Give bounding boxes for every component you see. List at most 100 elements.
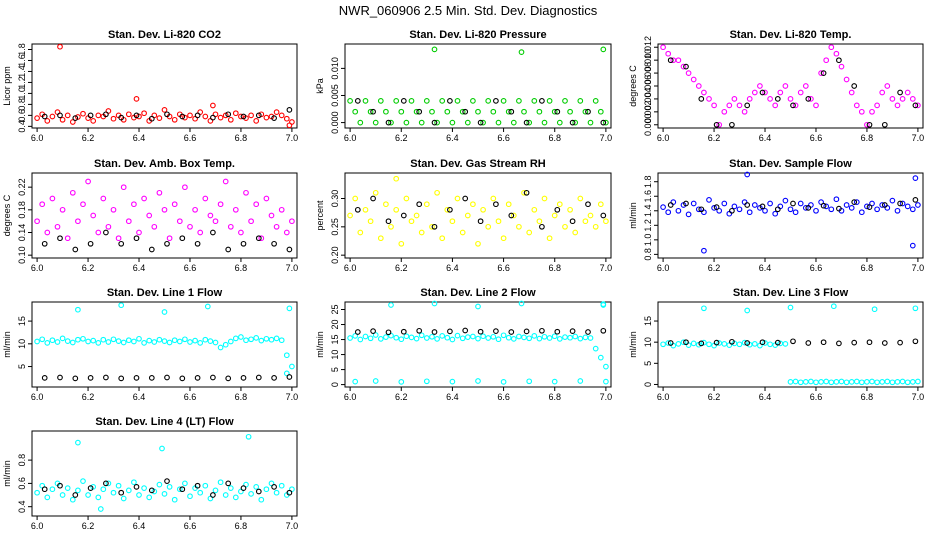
data-point [716,207,723,214]
data-point [701,339,707,346]
data-point [352,195,359,202]
data-point [744,171,751,178]
data-point [97,506,104,512]
data-point [444,108,451,115]
data-point [222,492,229,498]
data-point [805,340,812,346]
data-point [851,339,858,346]
data-point [90,118,97,124]
data-point [377,98,384,104]
data-point [592,223,599,230]
data-point [782,197,789,204]
data-point [176,338,183,345]
x-tick-label: 6.2 [395,263,408,273]
data-point [485,98,492,104]
data-point [41,375,48,381]
data-point [271,115,277,121]
data-point [711,102,717,109]
data-point [858,209,865,216]
data-point [899,378,906,385]
y-tick-label: 15 [643,316,653,326]
data-point [551,378,558,385]
data-point [675,57,682,64]
data-point [271,240,277,247]
data-point [95,229,102,236]
data-point [141,340,147,346]
data-point [100,336,107,343]
panels: Stan. Dev. Li-820 CO2 6.0 6.2 6.4 6.6 6.8 7.0 0… [2,29,924,531]
data-point [531,98,538,104]
data-point [136,492,142,498]
data-point [787,304,794,311]
data-point [227,116,234,123]
data-point [398,240,405,247]
data-point [508,212,515,219]
data-point [202,113,209,120]
data-point [197,229,204,236]
data-point [413,108,420,115]
data-point [912,305,919,312]
y-axis-label: Licor ppm [2,66,12,106]
y-axis-label: ml/min [2,331,12,358]
data-point [447,328,453,335]
data-point [357,336,364,343]
y-tick-label: 1.4 [17,65,27,78]
data-point [802,205,809,211]
data-point [690,340,697,347]
data-point [874,206,880,213]
data-point [227,485,234,491]
data-point [118,375,125,382]
data-point [388,223,394,230]
data-point [813,207,819,214]
data-point [166,235,173,242]
data-point [695,83,702,89]
data-point [536,218,543,225]
data-point [197,340,204,346]
data-point [899,200,906,207]
y-tick-label: 0.005 [330,84,340,107]
data-point [268,336,275,343]
data-point [271,375,277,381]
data-point [820,339,827,346]
data-point [881,340,888,346]
data-point [531,206,538,213]
data-point [505,108,512,115]
data-point [521,108,527,115]
panel-title: Stan. Dev. Line 1 Flow [107,287,223,299]
plot-frame [344,43,612,129]
data-point [34,218,40,225]
data-point [792,102,799,109]
data-point [787,206,794,213]
data-point [103,229,109,236]
data-point [243,189,249,196]
data-point [449,119,456,126]
data-point [217,479,224,486]
data-point [182,480,188,487]
data-point [706,197,712,203]
data-point [767,200,773,207]
x-tick-label: 6.8 [235,392,248,402]
y-tick-label: 0.8 [17,454,27,467]
x-tick-label: 6.4 [446,133,459,143]
data-point [110,206,117,213]
data-point [843,76,850,83]
data-point [683,200,689,207]
data-point [830,303,837,310]
data-point [431,119,438,126]
data-point [75,336,81,343]
data-point [597,108,604,115]
data-point [148,487,155,494]
data-point [423,98,430,104]
series-subset [354,189,607,230]
data-point [393,175,400,182]
data-point [797,89,804,96]
data-point [518,49,525,55]
x-tick-label: 6.6 [497,263,510,273]
data-point [210,492,216,498]
x-tick-label: 7.0 [912,392,925,402]
data-point [166,339,173,346]
data-point [110,489,117,496]
y-tick-label: 0.8 [17,98,27,111]
data-point [413,335,420,342]
data-point [782,83,789,89]
